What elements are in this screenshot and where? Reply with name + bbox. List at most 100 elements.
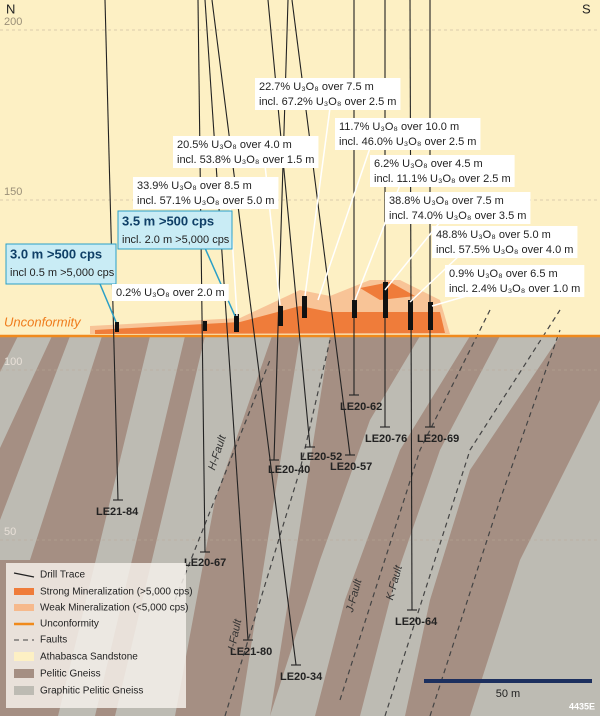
drill-trace xyxy=(291,0,351,456)
drill-label: LE20-52 xyxy=(300,451,342,463)
unconformity-label: Unconformity xyxy=(4,314,82,329)
legend-label: Athabasca Sandstone xyxy=(40,652,138,663)
drill-label: LE20-34 xyxy=(280,671,323,683)
legend-swatch xyxy=(13,572,35,578)
graphitic-band xyxy=(0,336,102,560)
intercept xyxy=(408,300,413,330)
north-label: N xyxy=(6,1,15,16)
legend-label: Graphitic Pelitic Gneiss xyxy=(40,686,143,697)
callout-box xyxy=(133,177,279,209)
callout-text: 11.7% U₃O₈ over 10.0 m xyxy=(339,121,459,133)
legend-swatch xyxy=(14,652,34,661)
assay-callouts: 0.2% U₃O₈ over 2.0 m 33.9% U₃O₈ over 8.5 … xyxy=(112,78,585,301)
drill-trace xyxy=(267,0,311,448)
cps-headline: 3.0 m >500 cps xyxy=(10,246,102,261)
fault-line xyxy=(174,359,271,601)
callout-text: 0.2% U₃O₈ over 2.0 m xyxy=(116,287,225,299)
elevation-label: 150 xyxy=(4,186,22,198)
drill-label: LE21-80 xyxy=(230,646,272,658)
elevation-label: 100 xyxy=(4,356,22,368)
drill-trace xyxy=(211,0,297,666)
callout-text: incl. 57.5% U₃O₈ over 4.0 m xyxy=(436,244,573,256)
legend-label: Strong Mineralization (>5,000 cps) xyxy=(40,587,193,598)
south-label: S xyxy=(582,1,591,16)
cps-headline: 3.5 m >500 cps xyxy=(122,213,214,228)
leader xyxy=(304,107,331,297)
callout-box xyxy=(335,118,481,150)
leader xyxy=(99,283,117,323)
leader xyxy=(409,254,461,303)
leader xyxy=(204,247,236,317)
legend: Drill Trace Strong Mineralization (>5,00… xyxy=(6,563,193,708)
cps-detail: incl. 2.0 m >5,000 cps xyxy=(122,234,230,246)
callout-text: 33.9% U₃O₈ over 8.5 m xyxy=(137,180,252,192)
graphitic-band xyxy=(270,336,470,716)
drill-labels: LE21-84 LE20-67 LE21-80 LE20-34 LE20-40 … xyxy=(96,401,459,683)
legend-label: Unconformity xyxy=(40,619,99,630)
graphitic-band xyxy=(0,336,52,448)
intercept xyxy=(234,314,239,332)
drill-label: LE20-57 xyxy=(330,461,372,473)
callout-text: incl. 57.1% U₃O₈ over 5.0 m xyxy=(137,195,274,207)
callout-box xyxy=(112,284,229,301)
intercept xyxy=(302,296,307,318)
callout-text: incl. 46.0% U₃O₈ over 2.5 m xyxy=(339,136,476,148)
drill-label: LE20-62 xyxy=(340,401,382,413)
fault-line xyxy=(339,309,491,701)
intercept xyxy=(278,306,283,326)
callout-text: 22.7% U₃O₈ over 7.5 m xyxy=(259,81,374,93)
drill-label: LE20-69 xyxy=(417,433,459,445)
callout-box xyxy=(173,136,319,168)
cps-box xyxy=(5,243,117,285)
faults xyxy=(174,309,561,716)
cps-callouts: 3.0 m >500 cps incl 0.5 m >5,000 cps 3.5… xyxy=(5,210,233,285)
callout-text: 38.8% U₃O₈ over 7.5 m xyxy=(389,195,504,207)
fault-line xyxy=(429,329,561,716)
callout-box xyxy=(445,265,585,297)
intercepts xyxy=(115,282,433,332)
drill-label: LE20-76 xyxy=(365,433,407,445)
callout-text: 6.2% U₃O₈ over 4.5 m xyxy=(374,158,483,170)
intercept xyxy=(428,302,433,330)
callout-box xyxy=(385,192,531,224)
leader xyxy=(317,147,371,301)
legend-swatch xyxy=(14,604,34,611)
callout-text: incl. 53.8% U₃O₈ over 1.5 m xyxy=(177,154,314,166)
section-id: 4435E xyxy=(569,701,595,711)
callout-text: 48.8% U₃O₈ over 5.0 m xyxy=(436,229,551,241)
intercept xyxy=(203,321,207,331)
graphitic-band xyxy=(240,336,330,716)
drill-trace xyxy=(197,0,206,553)
intercept xyxy=(383,282,388,318)
graphitic-band xyxy=(360,336,560,716)
callout-box xyxy=(255,78,401,110)
cps-detail: incl 0.5 m >5,000 cps xyxy=(10,267,115,279)
drill-trace xyxy=(273,0,289,461)
callout-text: incl. 74.0% U₃O₈ over 3.5 m xyxy=(389,210,526,222)
legend-label: Drill Trace xyxy=(40,570,85,581)
legend-box xyxy=(6,563,186,708)
callout-box xyxy=(432,226,578,258)
strong-mineralization xyxy=(95,306,445,334)
fault-line xyxy=(384,309,561,716)
callout-text: 0.9% U₃O₈ over 6.5 m xyxy=(449,268,558,280)
callout-text: incl. 11.1% U₃O₈ over 2.5 m xyxy=(374,173,511,185)
callout-text: incl. 67.2% U₃O₈ over 2.5 m xyxy=(259,96,396,108)
scale-label: 50 m xyxy=(496,688,520,700)
drill-label: LE21-84 xyxy=(96,506,139,518)
callout-box xyxy=(370,155,515,187)
legend-swatch xyxy=(14,588,34,595)
callout-text: 20.5% U₃O₈ over 4.0 m xyxy=(177,139,292,151)
drill-label: LE20-64 xyxy=(395,616,438,628)
legend-swatch xyxy=(14,669,34,678)
elevation-label: 50 xyxy=(4,526,16,538)
drill-label: LE20-67 xyxy=(184,557,226,569)
intercept xyxy=(115,322,119,332)
fault-line xyxy=(224,339,331,716)
intercept xyxy=(352,300,357,318)
legend-swatch xyxy=(14,686,34,695)
elevation-labels: 200 150 100 50 xyxy=(4,16,22,538)
callout-text: incl. 2.4% U₃O₈ over 1.0 m xyxy=(449,283,580,295)
graphitic-band xyxy=(470,400,600,716)
